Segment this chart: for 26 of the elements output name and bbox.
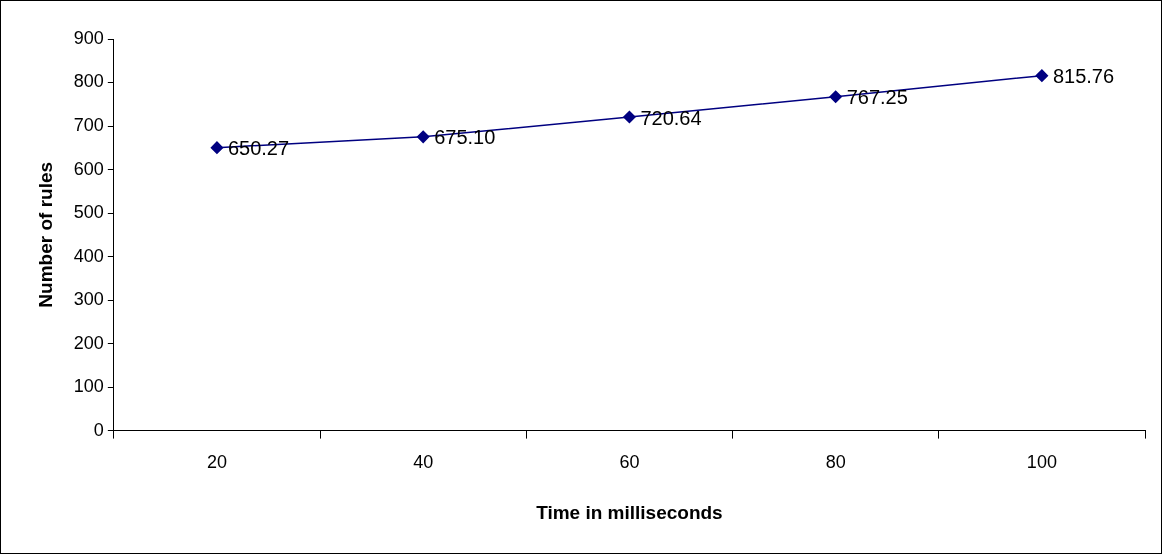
x-tick-label: 80 xyxy=(825,452,846,473)
y-tick-label: 600 xyxy=(73,158,104,179)
x-tick-label: 20 xyxy=(206,452,227,473)
y-tick-label: 700 xyxy=(73,114,104,135)
y-tick-label: 0 xyxy=(93,419,104,440)
y-tick-label: 500 xyxy=(73,202,104,223)
y-tick-label: 900 xyxy=(73,27,104,48)
point xyxy=(829,90,842,104)
y-tick-label: 200 xyxy=(73,332,104,353)
point xyxy=(416,130,430,144)
x-axis-title: Time in milliseconds xyxy=(536,501,723,523)
data-label: 815.76 xyxy=(1052,65,1115,88)
x-tick-label: 100 xyxy=(1026,452,1057,473)
point xyxy=(623,110,636,124)
y-tick-label: 400 xyxy=(73,245,104,266)
point xyxy=(210,141,224,154)
point xyxy=(1035,69,1049,82)
y-tick-label: 800 xyxy=(73,71,104,92)
y-axis-title: Number of rules xyxy=(34,161,56,308)
y-tick-label: 100 xyxy=(73,376,104,397)
data-label: 767.25 xyxy=(846,86,908,109)
data-label: 720.64 xyxy=(640,106,702,129)
x-tick-label: 60 xyxy=(619,452,640,473)
x-tick-label: 40 xyxy=(413,452,434,473)
y-tick-label: 300 xyxy=(73,289,104,310)
data-label: 675.10 xyxy=(434,126,496,149)
